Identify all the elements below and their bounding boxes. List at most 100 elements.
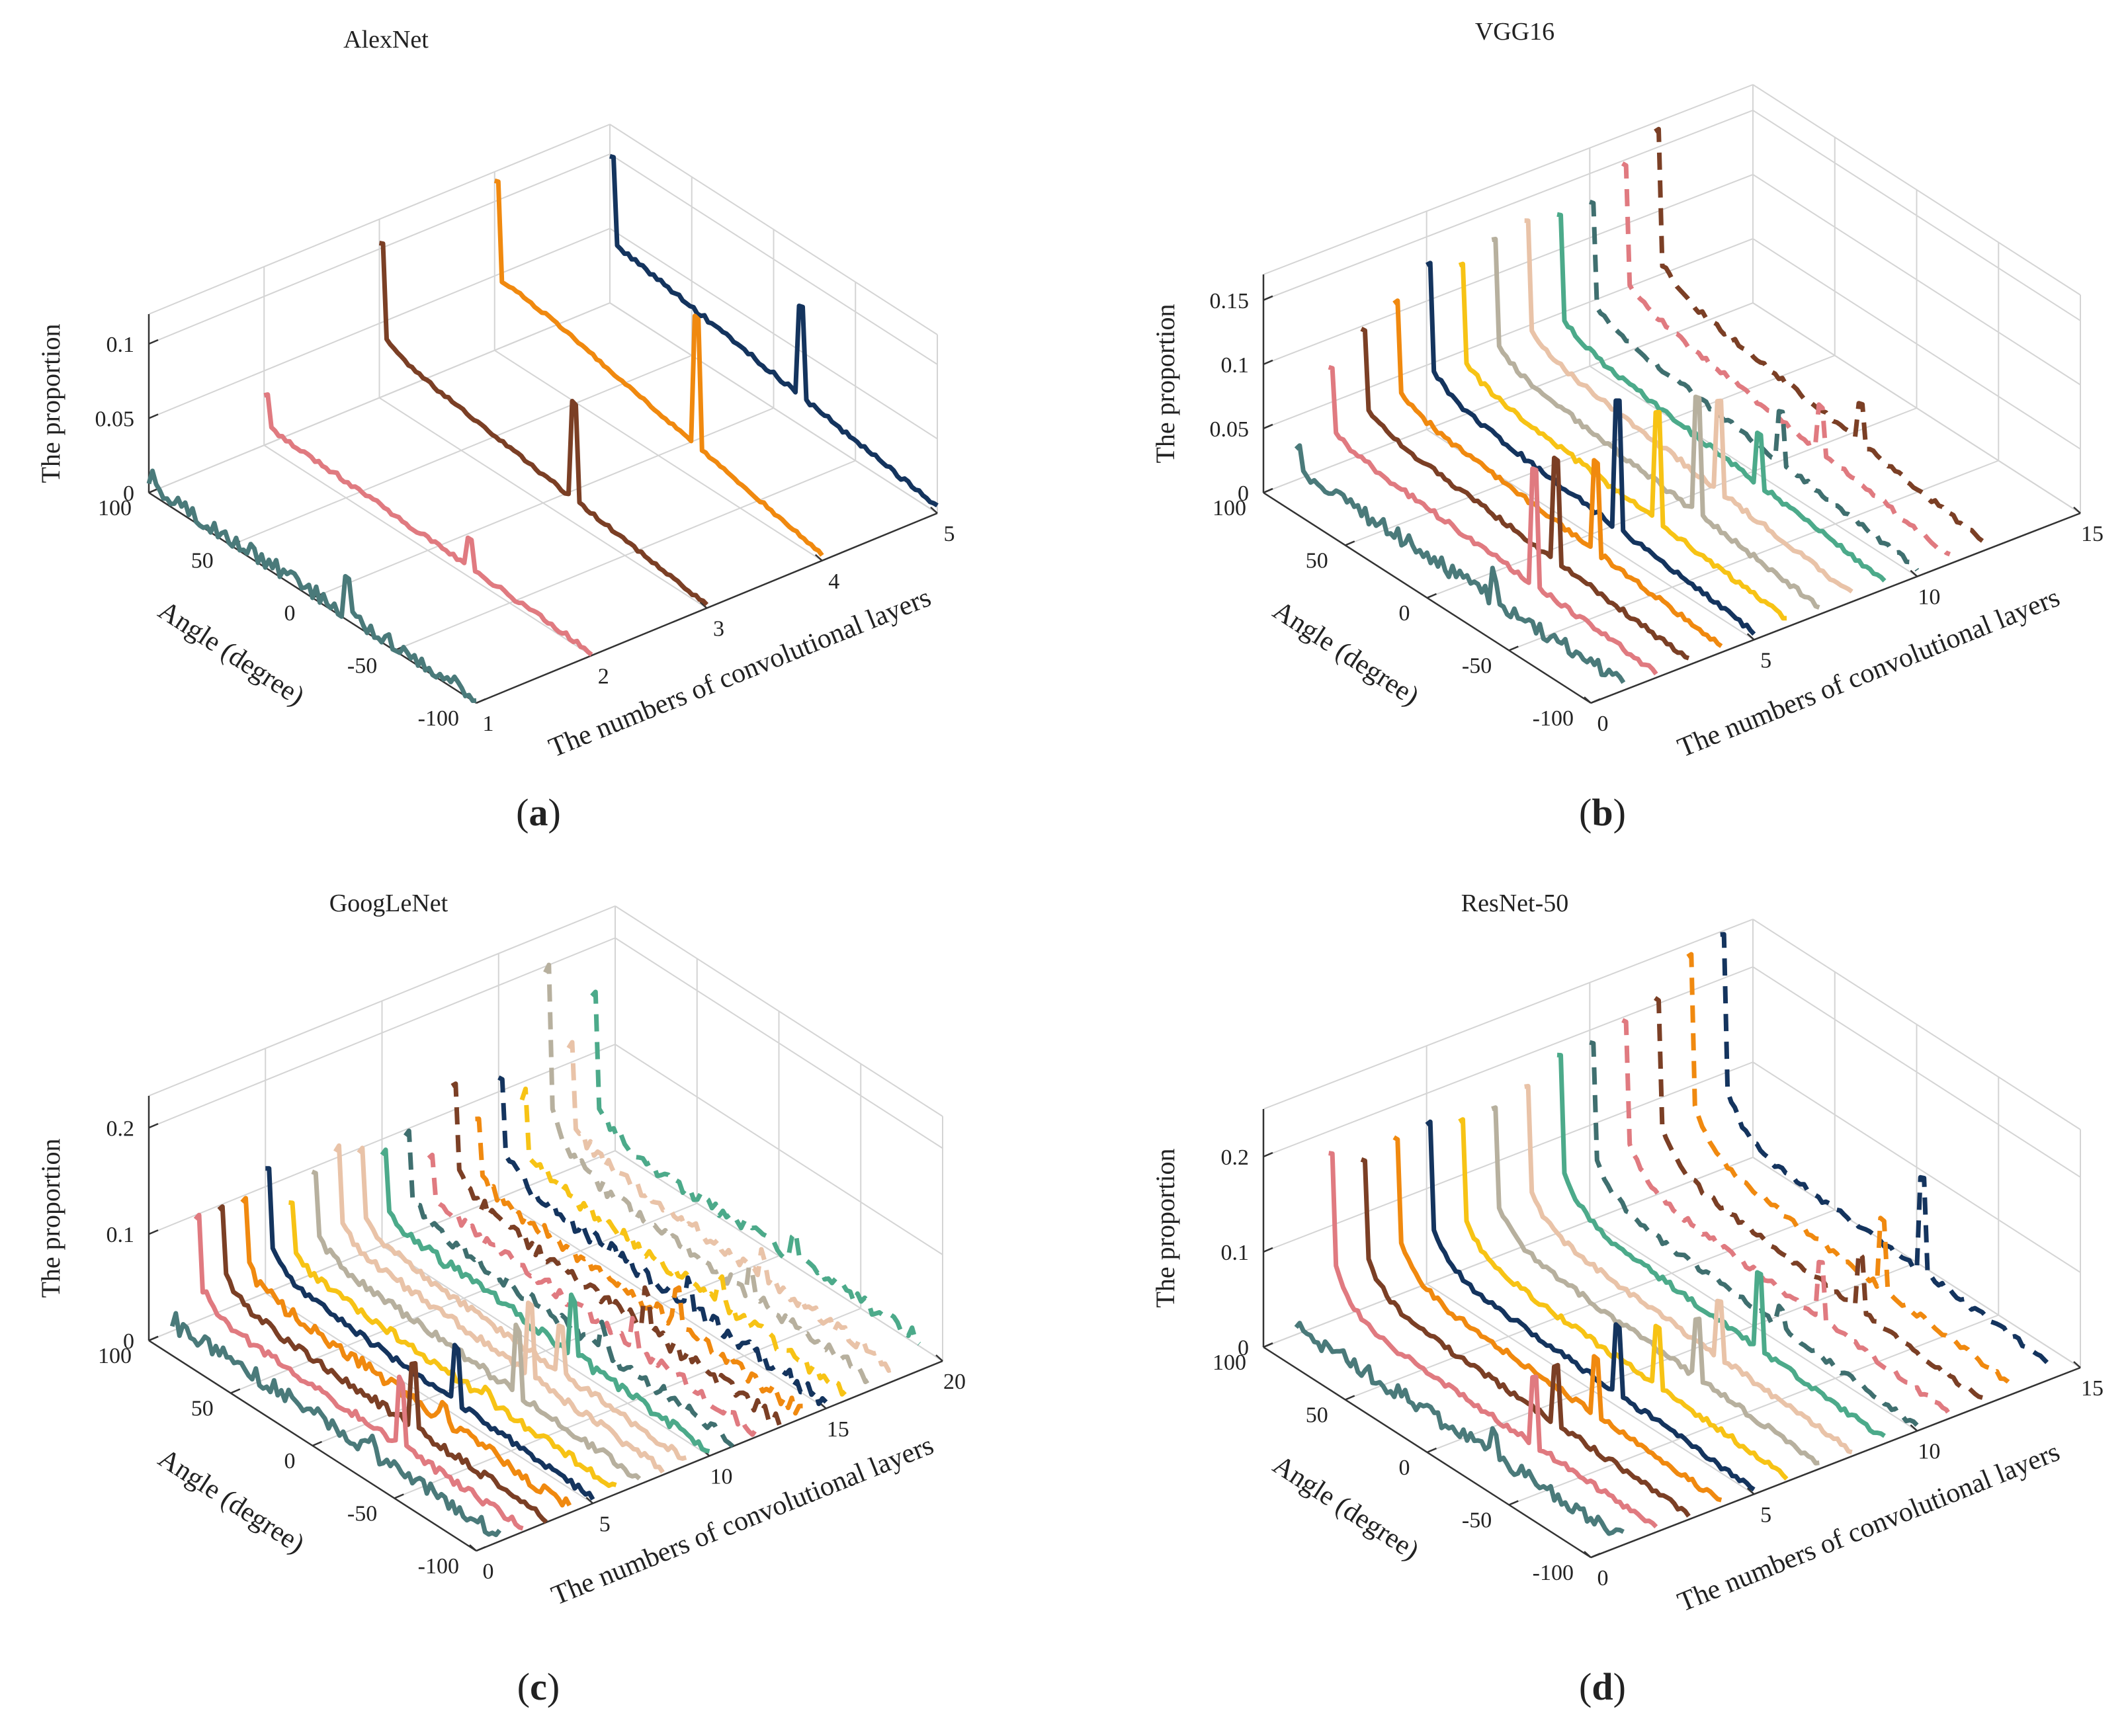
layer-tick-label: 15 — [827, 1417, 849, 1442]
series-line-layer-2: Layer 2 — [1328, 364, 1658, 676]
layer-tick-label: 2 — [598, 664, 609, 688]
axes — [1262, 1109, 2081, 1559]
axes — [148, 1096, 943, 1552]
angle-tick-label: 100 — [98, 1344, 132, 1368]
series-line-layer-2: Layer 2 — [263, 392, 593, 657]
series-line-layer-8: Layer 8 — [1524, 1083, 1853, 1455]
series-line-layer-5: Layer 5 — [265, 1166, 595, 1501]
angle-tick-label: 100 — [1213, 1350, 1246, 1375]
series-group: Layer 19Layer 18Layer 17Layer 16Layer 15… — [169, 962, 921, 1538]
angle-tick-label: 50 — [191, 1397, 214, 1421]
layer-tick-label: 10 — [1918, 585, 1940, 610]
z-axis-label: The proportion — [36, 1138, 65, 1298]
series-line-layer-8: Layer 8 — [1524, 218, 1853, 594]
series-line-layer-3: Layer 3 — [1360, 327, 1690, 661]
angle-tick-label: -100 — [1533, 1561, 1574, 1585]
angle-tick-label: -50 — [347, 654, 377, 679]
series-group: Layer 12Layer 11Layer 10Layer 9Layer 8La… — [1294, 126, 1984, 684]
angle-tick-label: -50 — [1462, 654, 1492, 679]
z-tick-label: 0.1 — [106, 333, 135, 357]
layer-tick-label: 1 — [483, 712, 494, 736]
z-tick-label: 0.2 — [1221, 1145, 1250, 1170]
layer-tick-label: 5 — [1760, 1503, 1771, 1527]
series-line-layer-8: Layer 8 — [333, 1143, 665, 1474]
series-line-layer-14: Layer 14 — [475, 1116, 803, 1416]
series-line-layer-3: Layer 3 — [217, 1204, 548, 1524]
series-group: Layer 5Layer 4Layer 3Layer 2Layer 1 — [146, 153, 939, 703]
series-line-layer-11: Layer 11 — [1621, 1018, 1952, 1417]
angle-tick-label: -100 — [1533, 706, 1574, 731]
z-axis-label: The proportion — [1150, 1148, 1180, 1307]
grid — [1263, 919, 2081, 1558]
layer-tick-label: 5 — [944, 522, 955, 546]
layer-tick-label: 0 — [1597, 1566, 1609, 1591]
series-line-layer-13: Layer 13 — [1686, 952, 2017, 1389]
series-line-layer-4: Layer 4 — [493, 178, 824, 557]
axes — [1262, 274, 2081, 704]
z-tick-label: 0.1 — [106, 1223, 135, 1247]
series-line-layer-1: Layer 1 — [169, 1311, 502, 1538]
angle-tick-label: -100 — [418, 706, 459, 731]
angle-tick-label: 0 — [284, 1449, 296, 1473]
z-tick-label: 0.15 — [1210, 289, 1250, 313]
z-axis-label: The proportion — [36, 323, 65, 483]
panel-caption: (a) — [516, 791, 561, 834]
series-line-layer-15: Layer 15 — [497, 1075, 828, 1407]
z-tick-label: 0.2 — [106, 1116, 135, 1141]
z-tick-label: 0 — [123, 1329, 134, 1354]
series-line-layer-10: Layer 10 — [380, 1147, 710, 1454]
chart-title: ResNet-50 — [1461, 889, 1569, 917]
z-tick-label: 0 — [1238, 481, 1249, 506]
layer-tick-label: 0 — [483, 1559, 494, 1584]
series-line-layer-2: Layer 2 — [1328, 1151, 1658, 1529]
series-line-layer-17: Layer 17 — [543, 962, 874, 1384]
series-line-layer-7: Layer 7 — [311, 1169, 642, 1481]
series-line-layer-11: Layer 11 — [1621, 161, 1951, 557]
chart-title: VGG16 — [1475, 18, 1554, 46]
series-line-layer-3: Layer 3 — [1360, 1157, 1691, 1518]
series-line-layer-12: Layer 12 — [1654, 996, 1983, 1400]
layer-tick-label: 15 — [2081, 1376, 2104, 1401]
angle-tick-label: -50 — [1462, 1509, 1492, 1533]
series-line-layer-13: Layer 13 — [450, 1081, 782, 1426]
layer-tick-label: 3 — [713, 617, 724, 641]
panel-c: 0 0.1 0.2 100 50 0 -50 -100 0 5 10 15 20 GoogLeNet The… — [36, 889, 966, 1708]
series-line-layer-1: Layer 1 — [1294, 443, 1626, 684]
angle-tick-label: 50 — [1306, 549, 1328, 573]
layer-tick-label: 10 — [1918, 1440, 1940, 1464]
series-group: Layer 14Layer 13Layer 12Layer 11Layer 10… — [1294, 932, 2050, 1536]
angle-tick-label: 50 — [191, 549, 214, 573]
angle-tick-label: -100 — [418, 1554, 459, 1579]
series-line-layer-4: Layer 4 — [240, 1196, 572, 1508]
angle-tick-label: 100 — [98, 496, 132, 520]
series-line-layer-2: Layer 2 — [193, 1212, 524, 1531]
series-line-layer-10: Layer 10 — [1589, 1040, 1919, 1427]
z-tick-label: 0.1 — [1221, 353, 1250, 378]
series-line-layer-10: Layer 10 — [1589, 199, 1920, 572]
angle-tick-label: 50 — [1306, 1403, 1328, 1428]
layer-tick-label: 4 — [828, 569, 839, 594]
chart-title: GoogLeNet — [329, 889, 448, 917]
z-tick-label: 0 — [123, 481, 134, 506]
layer-tick-label: 5 — [599, 1512, 611, 1536]
panel-b: 0 0.05 0.1 0.15 100 50 0 -50 -100 0 5 10 15 VGG16 The … — [1150, 18, 2104, 834]
layer-tick-label: 10 — [710, 1465, 733, 1489]
series-line-layer-5: Layer 5 — [1425, 1119, 1756, 1492]
chart-title: AlexNet — [343, 26, 429, 54]
z-axis-label: The proportion — [1150, 304, 1180, 463]
series-line-layer-12: Layer 12 — [427, 1152, 758, 1437]
series-line-layer-1: Layer 1 — [146, 468, 477, 703]
series-line-layer-16: Layer 16 — [519, 1087, 852, 1399]
angle-tick-label: -50 — [347, 1502, 377, 1526]
panel-caption: (d) — [1579, 1665, 1626, 1708]
series-line-layer-3: Layer 3 — [378, 241, 709, 606]
layer-axis-label: The numbers of convolutional layers — [1674, 582, 2064, 763]
z-tick-label: 0.1 — [1221, 1241, 1250, 1265]
panel-caption: (c) — [517, 1665, 560, 1708]
angle-tick-label: 100 — [1213, 496, 1246, 520]
layer-tick-label: 20 — [943, 1370, 966, 1394]
z-tick-label: 0.05 — [1210, 417, 1250, 442]
series-line-layer-18: Layer 18 — [566, 1040, 896, 1373]
layer-axis-label: The numbers of convolutional layers — [1674, 1436, 2064, 1618]
layer-tick-label: 15 — [2081, 522, 2104, 546]
